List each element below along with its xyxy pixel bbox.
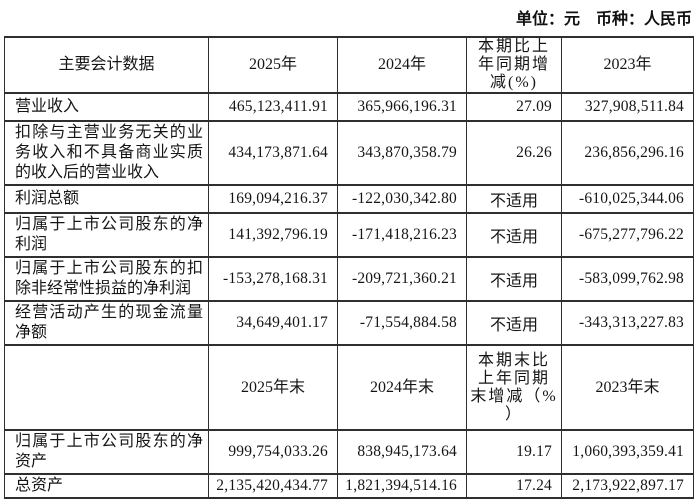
table-row: 归属于上市公司股东的净利润 141,392,796.19 -171,418,21…	[4, 212, 694, 258]
table-row: 营业收入 465,123,411.91 365,966,196.31 27.09…	[4, 92, 694, 122]
value-2025: 169,094,216.37	[208, 184, 338, 214]
row-label: 归属于上市公司股东的净资产	[4, 429, 209, 475]
value-2024: 1,821,394,514.16	[337, 473, 467, 499]
header-year-2023: 2023年	[561, 36, 694, 94]
value-2024: 343,870,358.79	[337, 120, 467, 186]
value-change: 不适用	[466, 212, 562, 258]
table-row: 利润总额 169,094,216.37 -122,030,342.80 不适用 …	[4, 184, 694, 214]
table-header-annual: 主要会计数据 2025年 2024年 本期比上 年同期增 减(%) 2023年	[4, 36, 694, 94]
row-label: 扣除与主营业务无关的业务收入和不具备商业实质的收入后的营业收入	[4, 120, 209, 186]
key-accounting-data-table: 主要会计数据 2025年 2024年 本期比上 年同期增 减(%) 2023年 …	[4, 36, 694, 499]
value-2023: 327,908,511.84	[561, 92, 694, 122]
row-label: 归属于上市公司股东的净利润	[4, 212, 209, 258]
value-2024: 365,966,196.31	[337, 92, 467, 122]
value-2024: -71,554,884.58	[337, 300, 467, 346]
header-year-2024: 2024年	[337, 36, 467, 94]
value-2023: -343,313,227.83	[561, 300, 694, 346]
header-period-end-change: 本期末比 上年同期 末增减（% ）	[466, 344, 562, 431]
table-row: 总资产 2,135,420,434.77 1,821,394,514.16 17…	[4, 473, 694, 499]
row-label: 经营活动产生的现金流量净额	[4, 300, 209, 346]
value-change: 17.24	[466, 473, 562, 499]
value-2024: -209,721,360.21	[337, 256, 467, 302]
value-2023: -675,277,796.22	[561, 212, 694, 258]
value-2025: 434,173,871.64	[208, 120, 338, 186]
value-change: 19.17	[466, 429, 562, 475]
row-label: 营业收入	[4, 92, 209, 122]
value-change: 不适用	[466, 184, 562, 214]
header-end-2025: 2025年末	[208, 344, 338, 431]
header-end-2023: 2023年末	[561, 344, 694, 431]
table-row: 扣除与主营业务无关的业务收入和不具备商业实质的收入后的营业收入 434,173,…	[4, 120, 694, 186]
value-change: 不适用	[466, 300, 562, 346]
value-2023: 236,856,296.16	[561, 120, 694, 186]
row-label: 归属于上市公司股东的扣除非经常性损益的净利润	[4, 256, 209, 302]
value-2024: -171,418,216.23	[337, 212, 467, 258]
value-2023: 1,060,393,359.41	[561, 429, 694, 475]
row-label: 利润总额	[4, 184, 209, 214]
value-change: 27.09	[466, 92, 562, 122]
value-2023: -583,099,762.98	[561, 256, 694, 302]
value-2025: 2,135,420,434.77	[208, 473, 338, 499]
header-end-2024: 2024年末	[337, 344, 467, 431]
row-label: 总资产	[4, 473, 209, 499]
header-year-2025: 2025年	[208, 36, 338, 94]
value-2025: -153,278,168.31	[208, 256, 338, 302]
header-yoy-change: 本期比上 年同期增 减(%)	[466, 36, 562, 94]
value-change: 26.26	[466, 120, 562, 186]
value-2025: 999,754,033.26	[208, 429, 338, 475]
value-2024: 838,945,173.64	[337, 429, 467, 475]
value-2023: 2,173,922,897.17	[561, 473, 694, 499]
value-2025: 465,123,411.91	[208, 92, 338, 122]
header-main-indicators: 主要会计数据	[4, 36, 209, 94]
value-2023: -610,025,344.06	[561, 184, 694, 214]
table-row: 归属于上市公司股东的净资产 999,754,033.26 838,945,173…	[4, 429, 694, 475]
value-change: 不适用	[466, 256, 562, 302]
value-2025: 34,649,401.17	[208, 300, 338, 346]
table-row: 经营活动产生的现金流量净额 34,649,401.17 -71,554,884.…	[4, 300, 694, 346]
unit-currency-label: 单位：元 币种：人民币	[515, 11, 692, 28]
table-row: 归属于上市公司股东的扣除非经常性损益的净利润 -153,278,168.31 -…	[4, 256, 694, 302]
table-header-period-end: 2025年末 2024年末 本期末比 上年同期 末增减（% ） 2023年末	[4, 344, 694, 431]
value-2024: -122,030,342.80	[337, 184, 467, 214]
value-2025: 141,392,796.19	[208, 212, 338, 258]
header-blank	[4, 344, 209, 431]
